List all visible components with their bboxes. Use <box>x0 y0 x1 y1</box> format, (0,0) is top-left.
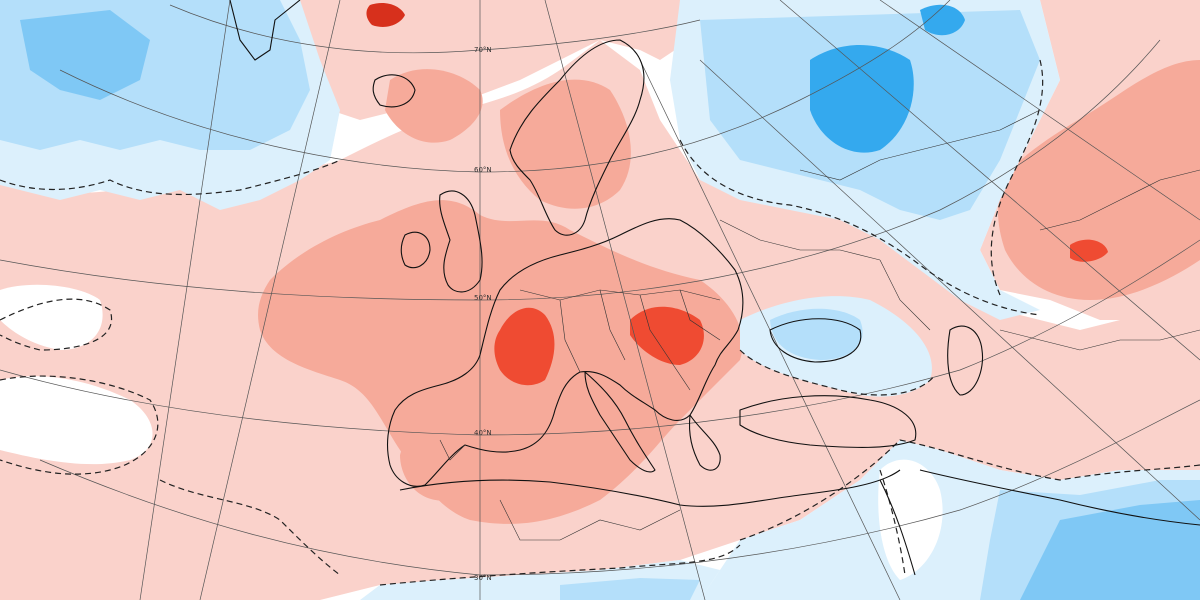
cool-anomaly-south-medium <box>560 578 700 600</box>
lat-label-60: 60°N <box>474 166 492 174</box>
cool-anomaly-greenland-strong <box>20 10 150 100</box>
warm-anomaly-core-france <box>494 307 555 386</box>
cool-anomaly-russia-strong-2 <box>920 4 965 36</box>
meridian-lines <box>139 0 1200 600</box>
warm-anomaly-medium-iberia <box>400 409 493 501</box>
warm-anomaly-medium-scandinavia <box>500 79 631 209</box>
lat-label-30: 30°N <box>474 574 492 582</box>
warm-anomaly-medium-russia <box>998 60 1200 300</box>
neutral-zone-southeast <box>878 459 943 580</box>
country-borders <box>439 109 1200 541</box>
cool-anomaly-russia-strong <box>810 45 914 153</box>
cool-anomaly-southeast-strong <box>1020 500 1200 600</box>
warm-anomaly-core-hungary <box>630 306 704 365</box>
lat-label-70: 70°N <box>474 46 492 54</box>
lat-label-50: 50°N <box>474 294 492 302</box>
zero-anomaly-contours <box>0 59 1200 586</box>
neutral-zone-west <box>0 376 153 465</box>
latitude-lines <box>0 0 1200 576</box>
latitude-label-group: 70°N 60°N 50°N 40°N 30°N <box>474 46 492 582</box>
neutral-zone-west-2 <box>0 284 103 350</box>
warm-anomaly-medium-iceland <box>385 69 483 143</box>
warm-anomaly-core-svalbard <box>366 3 405 27</box>
coastlines <box>229 0 1200 576</box>
lat-label-40: 40°N <box>474 429 492 437</box>
